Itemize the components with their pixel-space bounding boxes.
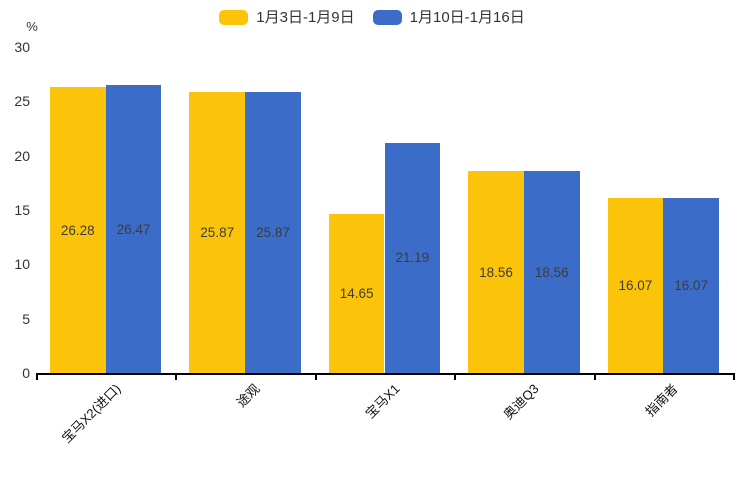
- x-category-label: 指南者: [642, 381, 681, 420]
- bar: 16.07: [607, 198, 664, 373]
- bar-value-label: 16.07: [618, 278, 653, 294]
- x-category-label: 途观: [233, 381, 263, 411]
- bar-value-label: 26.47: [116, 221, 151, 237]
- bar: 18.56: [468, 171, 524, 373]
- legend-item-series-1[interactable]: 1月3日-1月9日: [219, 9, 355, 26]
- x-axis-tick: [454, 373, 457, 380]
- legend-label: 1月3日-1月9日: [256, 9, 355, 26]
- x-axis-tick: [175, 373, 178, 380]
- bar: 26.47: [105, 85, 162, 373]
- y-tick-label: 5: [22, 310, 30, 327]
- bar-value-label: 25.87: [200, 224, 235, 240]
- y-tick-label: 15: [14, 202, 30, 218]
- y-tick-label: 25: [14, 93, 30, 110]
- legend: 1月3日-1月9日 1月10日-1月16日: [0, 10, 744, 25]
- bar: 25.87: [189, 91, 246, 373]
- legend-label: 1月10日-1月16日: [409, 9, 525, 26]
- bar: 16.07: [663, 198, 720, 373]
- legend-item-series-2[interactable]: 1月10日-1月16日: [372, 9, 525, 26]
- bar: 14.65: [328, 213, 385, 373]
- legend-swatch-icon: [372, 10, 402, 25]
- x-axis-tick: [733, 373, 735, 380]
- bar-value-label: 26.28: [60, 222, 95, 238]
- y-tick-label: 0: [22, 365, 30, 381]
- bar-value-label: 25.87: [256, 224, 290, 240]
- x-category-label: 宝马X2(进口): [58, 381, 124, 446]
- y-tick-label: 30: [14, 39, 30, 55]
- x-category-label: 奥迪Q3: [500, 381, 542, 423]
- bar: 18.56: [523, 171, 580, 373]
- y-axis-unit-label: %: [26, 19, 38, 34]
- x-axis-tick: [593, 373, 596, 380]
- y-tick-label: 10: [14, 256, 30, 273]
- bar-value-label: 18.56: [534, 264, 569, 280]
- x-axis-tick: [36, 373, 38, 380]
- bar-value-label: 14.65: [339, 285, 374, 301]
- bar: 25.87: [245, 91, 301, 373]
- x-axis-line: [36, 373, 735, 375]
- bar: 26.28: [49, 87, 106, 373]
- legend-swatch-icon: [219, 10, 249, 25]
- x-category-label: 宝马X1: [361, 381, 403, 422]
- y-tick-label: 20: [14, 147, 30, 164]
- bar: 21.19: [384, 142, 441, 373]
- x-axis-tick: [314, 373, 317, 380]
- bar-value-label: 18.56: [479, 264, 513, 280]
- bar-value-label: 16.07: [674, 278, 709, 294]
- bar-value-label: 21.19: [395, 250, 430, 266]
